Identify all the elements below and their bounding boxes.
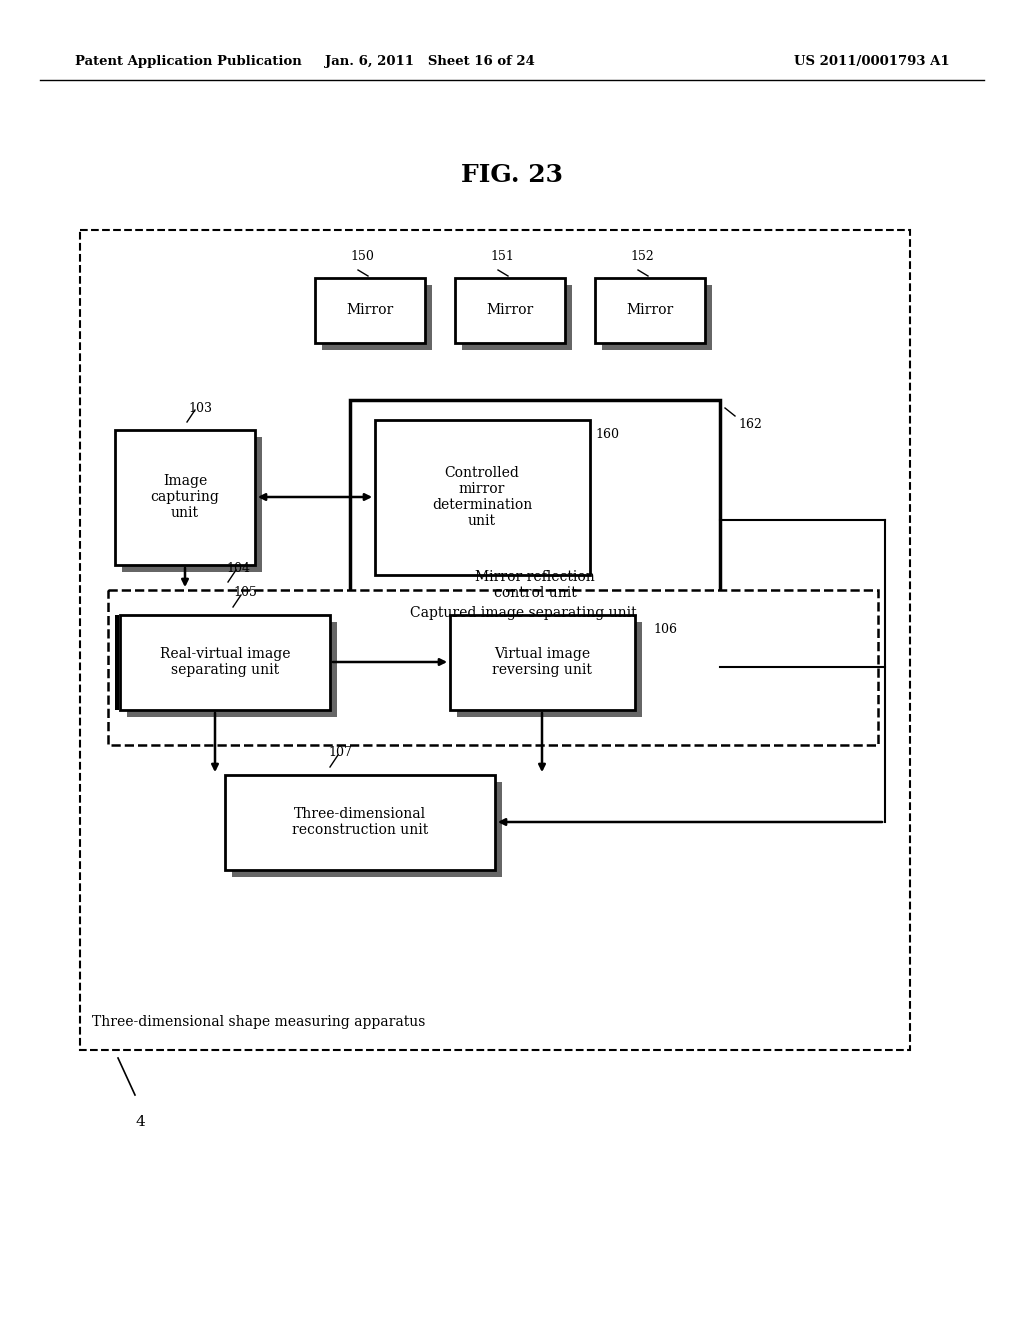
- Text: 103: 103: [188, 401, 212, 414]
- Text: 107: 107: [328, 747, 352, 759]
- Bar: [122, 437, 262, 572]
- Bar: [127, 622, 337, 717]
- Text: 151: 151: [490, 249, 514, 263]
- Text: Captured image separating unit: Captured image separating unit: [410, 606, 636, 620]
- Bar: [322, 285, 432, 350]
- Bar: [602, 285, 712, 350]
- Text: Real-virtual image
separating unit: Real-virtual image separating unit: [160, 647, 290, 677]
- Text: FIG. 23: FIG. 23: [461, 162, 563, 187]
- Text: Jan. 6, 2011   Sheet 16 of 24: Jan. 6, 2011 Sheet 16 of 24: [325, 55, 535, 69]
- Text: 105: 105: [233, 586, 257, 599]
- Bar: [120, 615, 330, 710]
- Bar: [455, 279, 565, 343]
- Text: Mirror: Mirror: [486, 304, 534, 317]
- Text: 162: 162: [738, 418, 762, 432]
- Text: Controlled
mirror
determination
unit: Controlled mirror determination unit: [432, 466, 532, 528]
- Bar: [232, 781, 502, 876]
- Text: Mirror: Mirror: [627, 304, 674, 317]
- Text: 4: 4: [135, 1115, 144, 1129]
- Text: Three-dimensional shape measuring apparatus: Three-dimensional shape measuring appara…: [92, 1015, 425, 1030]
- Bar: [595, 279, 705, 343]
- Text: 104: 104: [226, 561, 250, 574]
- Bar: [115, 615, 119, 710]
- Bar: [108, 590, 878, 744]
- Text: Virtual image
reversing unit: Virtual image reversing unit: [493, 647, 592, 677]
- Bar: [80, 230, 910, 1049]
- Text: Mirror: Mirror: [346, 304, 393, 317]
- Bar: [225, 775, 495, 870]
- Bar: [350, 400, 720, 640]
- Text: Mirror reflection
control unit: Mirror reflection control unit: [475, 570, 595, 601]
- Text: 106: 106: [653, 623, 677, 636]
- Bar: [462, 285, 572, 350]
- Text: Three-dimensional
reconstruction unit: Three-dimensional reconstruction unit: [292, 807, 428, 837]
- Bar: [375, 420, 590, 576]
- Bar: [457, 622, 642, 717]
- Text: Image
capturing
unit: Image capturing unit: [151, 474, 219, 520]
- Text: Patent Application Publication: Patent Application Publication: [75, 55, 302, 69]
- Text: 160: 160: [595, 428, 618, 441]
- Text: US 2011/0001793 A1: US 2011/0001793 A1: [795, 55, 950, 69]
- Bar: [115, 430, 255, 565]
- Bar: [315, 279, 425, 343]
- Text: 150: 150: [350, 249, 374, 263]
- Bar: [450, 615, 635, 710]
- Text: 152: 152: [630, 249, 654, 263]
